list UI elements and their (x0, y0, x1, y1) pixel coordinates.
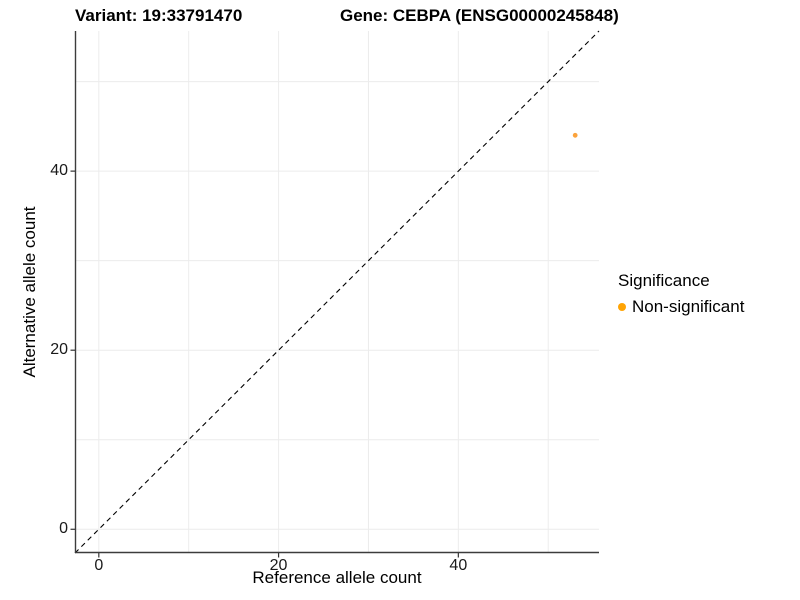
identity-line (74, 30, 600, 554)
x-tick-label: 40 (449, 557, 468, 574)
point-key-icon (618, 303, 626, 311)
y-tick-label: 20 (50, 341, 68, 359)
plot-svg (70, 30, 600, 558)
x-axis-label: Reference allele count (252, 568, 422, 587)
legend-item-non-significant: Non-significant (618, 297, 744, 317)
y-tick-label: 0 (59, 520, 68, 538)
plot-title-variant: Variant: 19:33791470 (75, 6, 243, 25)
legend-title: Significance (618, 271, 710, 290)
y-axis-label: Alternative allele count (20, 206, 39, 378)
x-tick-label: 0 (94, 557, 104, 574)
y-tick-label: 40 (50, 162, 68, 180)
legend: Significance Non-significant (618, 271, 744, 317)
plot-title-gene: Gene: CEBPA (ENSG00000245848) (340, 6, 619, 25)
data-point (572, 132, 578, 138)
plot-panel (70, 30, 600, 558)
legend-item-label: Non-significant (632, 297, 745, 316)
x-tick-label: 20 (269, 557, 288, 574)
